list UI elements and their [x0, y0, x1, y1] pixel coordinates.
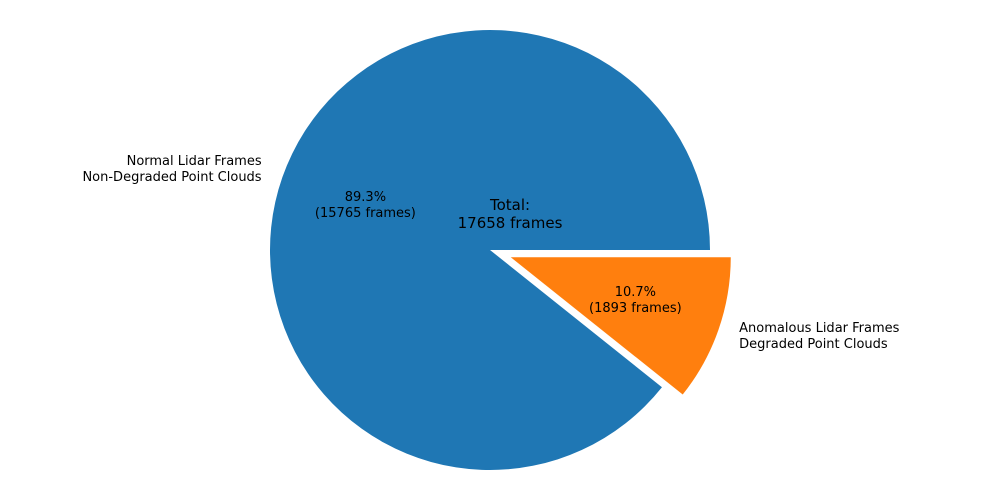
slice-label: Normal Lidar Frames Non-Degraded Point C…: [82, 154, 262, 186]
pie-slice: [269, 29, 710, 471]
value-label: 89.3% (15765 frames): [314, 190, 416, 222]
slice-label: Anomalous Lidar Frames Degraded Point Cl…: [739, 321, 900, 353]
pie-slice: [510, 257, 731, 395]
center-annotation: Total: 17658 frames: [457, 196, 563, 232]
value-label: 10.7% (1893 frames): [589, 284, 682, 316]
